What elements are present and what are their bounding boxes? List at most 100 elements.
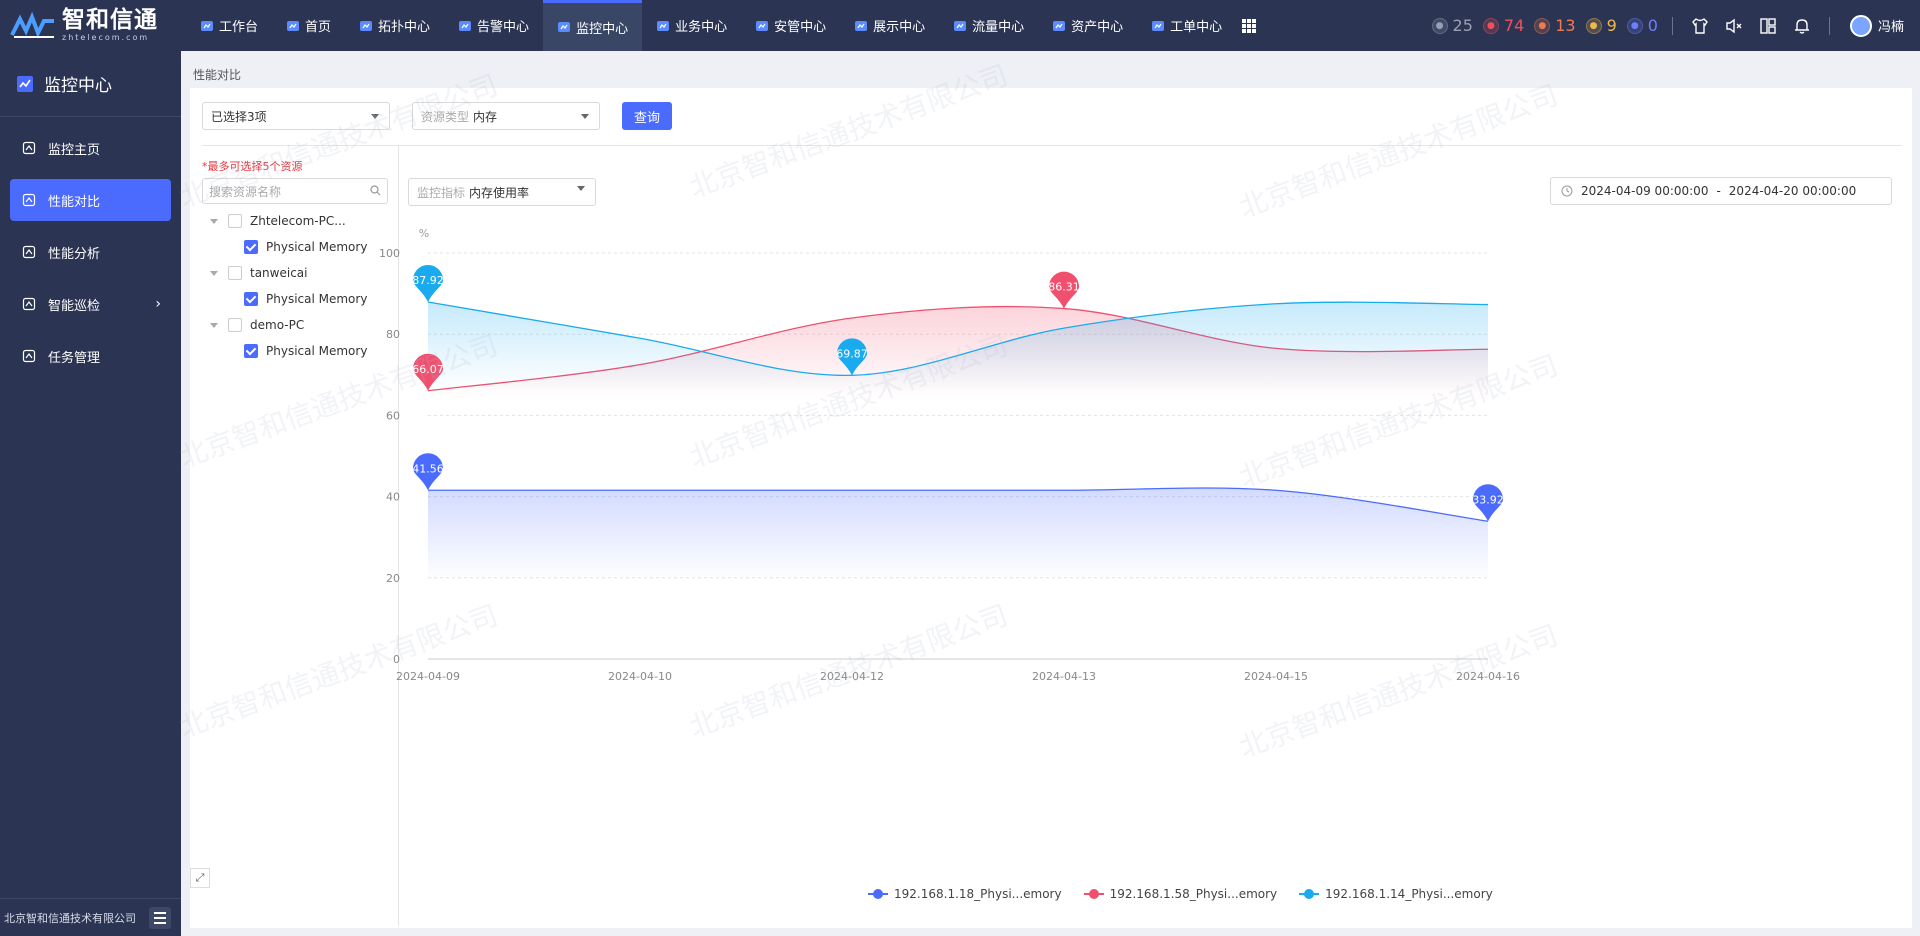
nav-item-business[interactable]: 业务中心 bbox=[642, 0, 741, 51]
checkbox-checked[interactable] bbox=[244, 292, 258, 306]
nav-item-label: 工作台 bbox=[219, 20, 259, 35]
date-end: 2024-04-20 00:00:00 bbox=[1728, 184, 1857, 198]
nav-item-house[interactable]: 首页 bbox=[272, 0, 345, 51]
nav-item-monitor[interactable]: 监控中心 bbox=[543, 0, 643, 51]
divider bbox=[398, 146, 399, 926]
nav-item-label: 工单中心 bbox=[1170, 20, 1223, 35]
chevron-down-icon bbox=[581, 114, 589, 119]
alarm-count-major[interactable]: ● 13 bbox=[1534, 16, 1576, 35]
sidebar-item-1[interactable]: 性能对比 bbox=[10, 179, 171, 221]
display-icon bbox=[855, 20, 868, 31]
checkbox-checked[interactable] bbox=[244, 240, 258, 254]
sidebar: 监控中心 监控主页 性能对比 性能分析 智能巡检 › 任务管理 北京智和信通技术有限公司 bbox=[0, 51, 181, 936]
sidebar-item-0[interactable]: 监控主页 bbox=[10, 127, 171, 169]
fullscreen-icon[interactable]: ⤢ bbox=[190, 868, 210, 888]
sidebar-menu: 监控主页性能对比性能分析智能巡检 › 任务管理 bbox=[0, 117, 181, 377]
tree-node-parent[interactable]: demo-PC bbox=[202, 312, 382, 338]
resource-type-select[interactable]: 资源类型 内存 bbox=[412, 102, 600, 130]
menu-toggle-icon[interactable] bbox=[149, 906, 171, 929]
sidebar-item-3[interactable]: 智能巡检 › bbox=[10, 283, 171, 325]
nav-item-ticket[interactable]: 工单中心 bbox=[1137, 0, 1236, 51]
caret-down-icon[interactable] bbox=[210, 322, 218, 328]
monitor-center-icon bbox=[17, 75, 33, 92]
sidebar-item-label: 性能对比 bbox=[48, 194, 101, 210]
legend-item[interactable]: 192.168.1.58_Physi...emory bbox=[1083, 887, 1278, 901]
nav-item-home[interactable]: 工作台 bbox=[186, 0, 272, 51]
metric-label: 监控指标 bbox=[417, 185, 466, 200]
sidebar-item-label: 智能巡检 bbox=[48, 298, 101, 314]
nav-item-topology[interactable]: 拓扑中心 bbox=[345, 0, 444, 51]
divider bbox=[1828, 16, 1830, 35]
home-icon bbox=[22, 141, 36, 155]
sidebar-item-2[interactable]: 性能分析 bbox=[10, 231, 171, 273]
caret-down-icon[interactable] bbox=[210, 270, 218, 276]
resource-select-value: 已选择3项 bbox=[211, 109, 267, 124]
resource-select[interactable]: 已选择3项 bbox=[202, 102, 390, 130]
home-icon bbox=[201, 20, 213, 31]
alarm-count-value: 74 bbox=[1503, 16, 1525, 35]
alarm-count-critical[interactable]: ● 74 bbox=[1482, 16, 1525, 35]
nav-item-traffic[interactable]: 流量中心 bbox=[939, 0, 1038, 51]
avatar bbox=[1849, 14, 1872, 37]
logo[interactable]: 智和信通 zhtelecom.com bbox=[0, 0, 180, 51]
apps-grid-icon[interactable] bbox=[1242, 18, 1257, 33]
nav-item-alarm[interactable]: 告警中心 bbox=[444, 0, 543, 51]
query-button[interactable]: 查询 bbox=[622, 102, 673, 130]
resource-tree-panel: *最多可选择5个资源 搜索资源名称 Zhtelecom-PC... Physica… bbox=[202, 158, 388, 364]
resource-tree: Zhtelecom-PC... Physical Memory tanweicai P… bbox=[202, 208, 382, 364]
legend-item[interactable]: 192.168.1.18_Physi...emory bbox=[868, 887, 1062, 901]
alarm-count-minor[interactable]: ● 9 bbox=[1585, 16, 1617, 35]
skin-icon[interactable] bbox=[1691, 17, 1709, 35]
alarm-count-value: 0 bbox=[1647, 16, 1658, 35]
info-icon: ● bbox=[1626, 17, 1643, 34]
checkbox[interactable] bbox=[228, 318, 242, 332]
tree-node-label: Physical Memory bbox=[266, 344, 368, 358]
legend-item[interactable]: 192.168.1.14_Physi...emory bbox=[1299, 887, 1493, 901]
tree-node-parent[interactable]: Zhtelecom-PC... bbox=[202, 208, 382, 234]
nav-item-label: 展示中心 bbox=[873, 20, 926, 35]
house-icon bbox=[287, 20, 300, 31]
user-menu[interactable]: 冯楠 bbox=[1849, 14, 1904, 37]
nav-item-display[interactable]: 展示中心 bbox=[840, 0, 939, 51]
layout-icon[interactable] bbox=[1759, 17, 1777, 35]
nav-item-shield[interactable]: 安管中心 bbox=[741, 0, 840, 51]
critical-icon: ● bbox=[1482, 17, 1499, 34]
tree-node-parent[interactable]: tanweicai bbox=[202, 260, 382, 286]
sidebar-item-label: 任务管理 bbox=[48, 350, 101, 366]
tree-node-label: Physical Memory bbox=[266, 240, 368, 254]
checkbox[interactable] bbox=[228, 266, 242, 280]
alarm-count-info[interactable]: ● 0 bbox=[1626, 16, 1658, 35]
alarm-count-value: 13 bbox=[1555, 16, 1576, 35]
checkbox[interactable] bbox=[228, 214, 242, 228]
caret-down-icon[interactable] bbox=[210, 218, 218, 224]
tree-node-child[interactable]: Physical Memory bbox=[202, 234, 382, 260]
legend-label: 192.168.1.58_Physi...emory bbox=[1109, 887, 1278, 901]
search-icon bbox=[370, 185, 381, 196]
alarm-count-close[interactable]: ● 25 bbox=[1431, 16, 1473, 35]
selection-limit-warning: *最多可选择5个资源 bbox=[202, 160, 303, 173]
search-placeholder: 搜索资源名称 bbox=[209, 184, 282, 199]
metric-select[interactable]: 监控指标 内存使用率 bbox=[408, 178, 596, 206]
legend-label: 192.168.1.18_Physi...emory bbox=[894, 887, 1062, 901]
legend-label: 192.168.1.14_Physi...emory bbox=[1325, 887, 1493, 901]
checkbox-checked[interactable] bbox=[244, 344, 258, 358]
sidebar-item-label: 性能分析 bbox=[48, 246, 101, 262]
bell-icon[interactable] bbox=[1793, 17, 1811, 35]
alarm-count-value: 25 bbox=[1452, 16, 1473, 35]
nav-item-label: 流量中心 bbox=[972, 20, 1025, 35]
legend-swatch bbox=[868, 889, 888, 899]
sidebar-item-4[interactable]: 任务管理 bbox=[10, 335, 171, 377]
nav-item-asset[interactable]: 资产中心 bbox=[1038, 0, 1137, 51]
divider bbox=[202, 145, 1902, 146]
resource-type-value: 内存 bbox=[473, 109, 498, 124]
legend-swatch bbox=[1299, 889, 1320, 899]
nav-item-label: 业务中心 bbox=[675, 20, 728, 35]
mute-icon[interactable] bbox=[1725, 17, 1743, 35]
minor-icon: ● bbox=[1585, 17, 1602, 34]
tree-node-child[interactable]: Physical Memory bbox=[202, 286, 382, 312]
date-range-picker[interactable]: 2024-04-09 00:00:00 - 2024-04-20 00:00:0… bbox=[1550, 177, 1892, 205]
divider bbox=[1671, 16, 1673, 35]
tree-node-child[interactable]: Physical Memory bbox=[202, 338, 382, 364]
resource-search-input[interactable]: 搜索资源名称 bbox=[202, 178, 388, 204]
logo-mark-icon bbox=[10, 11, 54, 38]
